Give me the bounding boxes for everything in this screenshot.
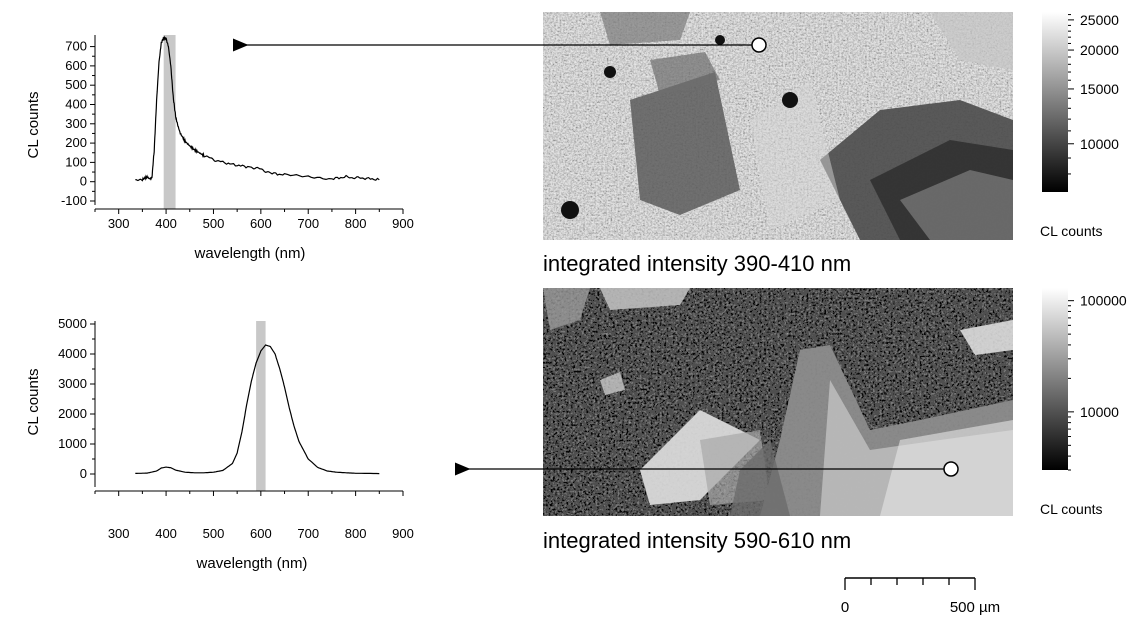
- series-line: [135, 35, 380, 182]
- y-tick-label: -100: [61, 193, 87, 208]
- spectrum-plot-top: 300 400 500 600 700 800 900 -100 0 100 200 300 400 5…: [25, 35, 414, 262]
- colorbar-tick-label: 20000: [1080, 42, 1119, 58]
- arrow-bottom: [455, 461, 959, 477]
- x-tick-label: 400: [155, 526, 177, 541]
- x-tick-label: 300: [108, 526, 130, 541]
- axes: [94, 35, 403, 210]
- colorbar-bottom-gradient: [1042, 288, 1068, 470]
- y-tick-label: 500: [65, 77, 87, 92]
- y-tick-labels: -100 0 100 200 300 400 500 600 700: [61, 39, 87, 208]
- x-axis-label: wavelength (nm): [194, 245, 306, 262]
- colorbar-bottom-tick-labels: 100000 10000: [1080, 293, 1127, 420]
- spectrum-plot-bottom: 300 400 500 600 700 800 900 0 1000 2000 3000 4000 5…: [25, 316, 414, 572]
- x-tick-label: 500: [203, 526, 225, 541]
- highlight-band-390-410: [163, 35, 176, 209]
- y-tick-label: 300: [65, 116, 87, 131]
- arrow-top: [233, 37, 767, 53]
- colorbar-tick-label: 15000: [1080, 81, 1119, 97]
- x-tick-label: 800: [345, 216, 367, 231]
- y-axis-label: CL counts: [25, 92, 42, 159]
- x-tick-label: 700: [297, 526, 319, 541]
- map-bottom-caption: integrated intensity 590-610 nm: [543, 528, 851, 553]
- x-tick-label: 900: [392, 216, 414, 231]
- y-tick-label: 0: [80, 466, 87, 481]
- y-tick-label: 5000: [58, 316, 87, 331]
- x-tick-label: 300: [108, 216, 130, 231]
- y-tick-label: 4000: [58, 346, 87, 361]
- colorbar-top-ticks: [1068, 14, 1074, 175]
- colorbar-tick-label: 100000: [1080, 293, 1127, 309]
- x-tick-label: 500: [203, 216, 225, 231]
- colorbar-top-tick-labels: 25000 20000 15000 10000: [1080, 12, 1119, 152]
- x-tick-label: 600: [250, 216, 272, 231]
- colorbar-bottom-ticks: [1068, 300, 1074, 471]
- y-tick-label: 0: [80, 174, 87, 189]
- colorbar-top: 25000 20000 15000 10000 CL counts: [1040, 12, 1119, 239]
- scale-bar: 0 500 µm: [841, 577, 1000, 616]
- probe-point-top: [751, 37, 767, 53]
- y-tick-label: 3000: [58, 376, 87, 391]
- y-tick-label: 200: [65, 135, 87, 150]
- colorbar-tick-label: 10000: [1080, 404, 1119, 420]
- x-tick-labels: 300 400 500 600 700 800 900: [108, 526, 414, 541]
- x-tick-label: 700: [297, 216, 319, 231]
- tick-marks: [90, 323, 404, 496]
- series-line: [135, 344, 380, 475]
- map-top-caption: integrated intensity 390-410 nm: [543, 251, 851, 276]
- scale-bar-ticks: [844, 578, 976, 590]
- x-tick-labels: 300 400 500 600 700 800 900: [108, 216, 414, 231]
- x-tick-label: 600: [250, 526, 272, 541]
- colorbar-bottom: 100000 10000 CL counts: [1040, 288, 1127, 517]
- x-tick-label: 400: [155, 216, 177, 231]
- x-tick-label: 900: [392, 526, 414, 541]
- scale-bar-label-end: 500 µm: [950, 599, 1000, 616]
- y-axis-label: CL counts: [25, 369, 42, 436]
- cl-map-top: [543, 12, 1013, 240]
- y-tick-label: 2000: [58, 406, 87, 421]
- y-tick-label: 700: [65, 39, 87, 54]
- tick-marks: [90, 46, 404, 214]
- colorbar-top-gradient: [1042, 12, 1068, 192]
- y-tick-labels: 0 1000 2000 3000 4000 5000: [58, 316, 87, 481]
- y-tick-label: 400: [65, 96, 87, 111]
- colorbar-tick-label: 25000: [1080, 12, 1119, 28]
- scale-bar-label-start: 0: [841, 599, 849, 616]
- colorbar-tick-label: 10000: [1080, 136, 1119, 152]
- highlight-band-590-610: [256, 321, 266, 491]
- probe-point-bottom: [943, 461, 959, 477]
- y-tick-label: 600: [65, 58, 87, 73]
- colorbar-top-label: CL counts: [1040, 223, 1103, 239]
- y-tick-label: 1000: [58, 436, 87, 451]
- colorbar-bottom-label: CL counts: [1040, 501, 1103, 517]
- x-axis-label: wavelength (nm): [196, 555, 308, 572]
- cl-map-bottom: [543, 288, 1013, 516]
- x-tick-label: 800: [345, 526, 367, 541]
- y-tick-label: 100: [65, 154, 87, 169]
- axes: [94, 321, 403, 492]
